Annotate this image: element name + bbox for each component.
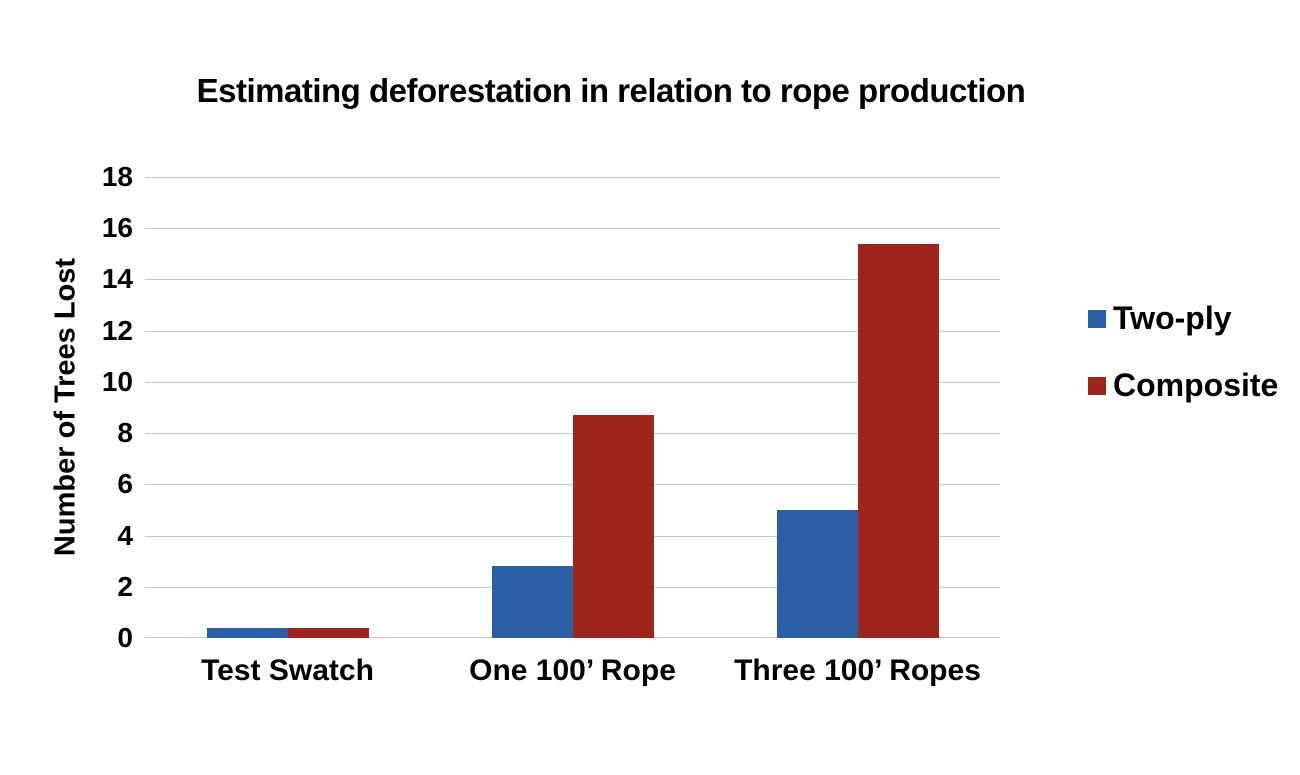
- bar-two-ply: [491, 566, 573, 638]
- legend-label-composite: Composite: [1113, 367, 1279, 403]
- gridline: [145, 177, 1000, 178]
- y-tick-label: 18: [101, 161, 133, 192]
- legend: Two-ply Composite: [1088, 300, 1278, 404]
- y-tick-label: 14: [101, 263, 133, 295]
- y-tick-label: 16: [101, 212, 133, 244]
- y-axis-ticks: 0 2 4 6 8 10 12 14 16 18: [30, 162, 133, 653]
- bar-composite: [857, 243, 939, 638]
- bar-composite: [572, 415, 654, 638]
- chart-title: Estimating deforestation in relation to …: [196, 72, 1026, 109]
- y-tick-label: 0: [117, 622, 133, 653]
- gridline: [145, 330, 1000, 332]
- legend-item-composite: Composite: [1088, 367, 1278, 404]
- x-axis-label: Three 100’ Ropes: [734, 654, 981, 687]
- bar-composite: [287, 627, 369, 638]
- y-tick-label: 4: [117, 519, 133, 551]
- bar-two-ply: [206, 627, 288, 638]
- gridline: [145, 381, 1000, 383]
- y-tick-label: 6: [117, 468, 133, 500]
- plot-area: [145, 177, 1000, 638]
- y-tick-label: 12: [101, 314, 133, 346]
- y-tick-label: 8: [117, 417, 133, 449]
- two-ply-swatch-icon: [1088, 309, 1106, 328]
- composite-swatch-icon: [1088, 376, 1106, 395]
- y-tick-label: 10: [101, 365, 133, 397]
- legend-label-two-ply: Two-ply: [1113, 300, 1232, 336]
- x-axis-labels: Test Swatch One 100’ Rope Three 100’ Ropes: [145, 654, 1000, 694]
- x-axis-label: Test Swatch: [201, 654, 374, 687]
- y-tick-label: 2: [117, 570, 133, 602]
- gridline: [145, 279, 1000, 281]
- gridline: [145, 228, 1000, 230]
- x-axis-label: One 100’ Rope: [469, 654, 676, 687]
- legend-item-two-ply: Two-ply: [1088, 300, 1278, 337]
- bar-two-ply: [776, 509, 858, 638]
